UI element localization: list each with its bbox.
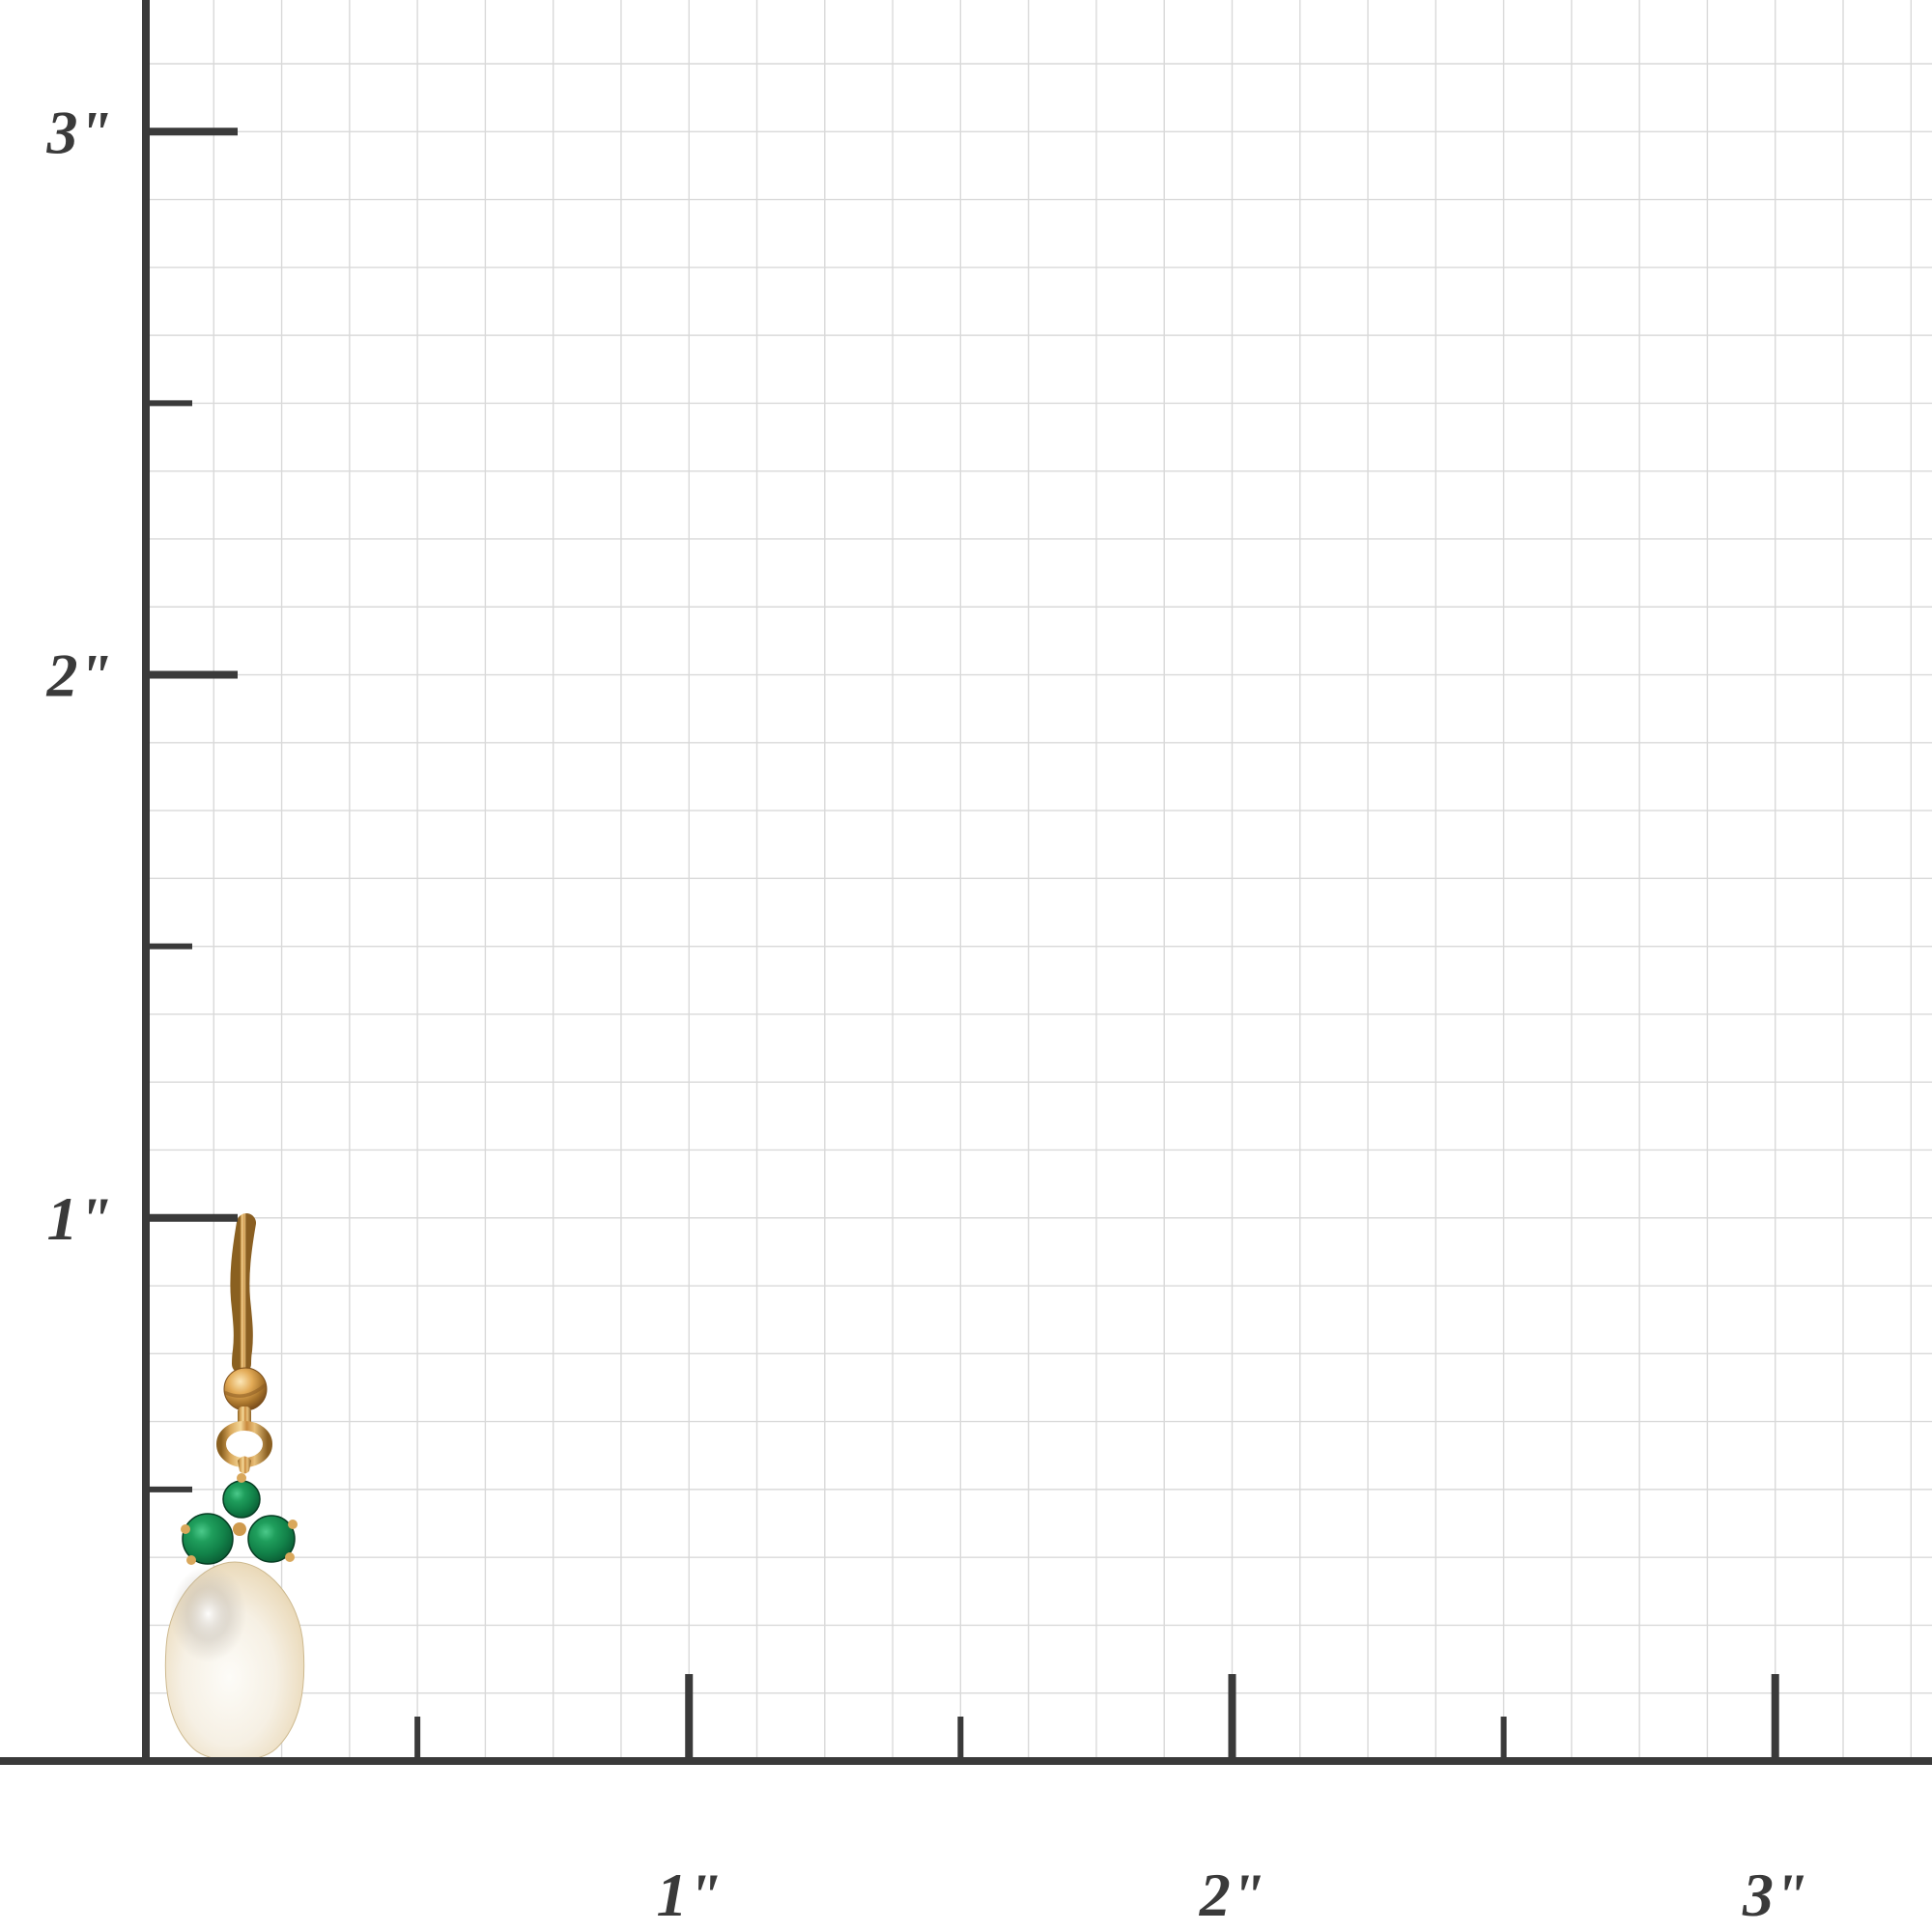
svg-text:2": 2": [1199, 1861, 1265, 1929]
svg-text:2": 2": [45, 641, 112, 710]
svg-text:1": 1": [656, 1861, 722, 1929]
svg-text:3": 3": [45, 98, 112, 166]
svg-text:3": 3": [1742, 1861, 1808, 1929]
svg-text:1": 1": [46, 1184, 112, 1253]
